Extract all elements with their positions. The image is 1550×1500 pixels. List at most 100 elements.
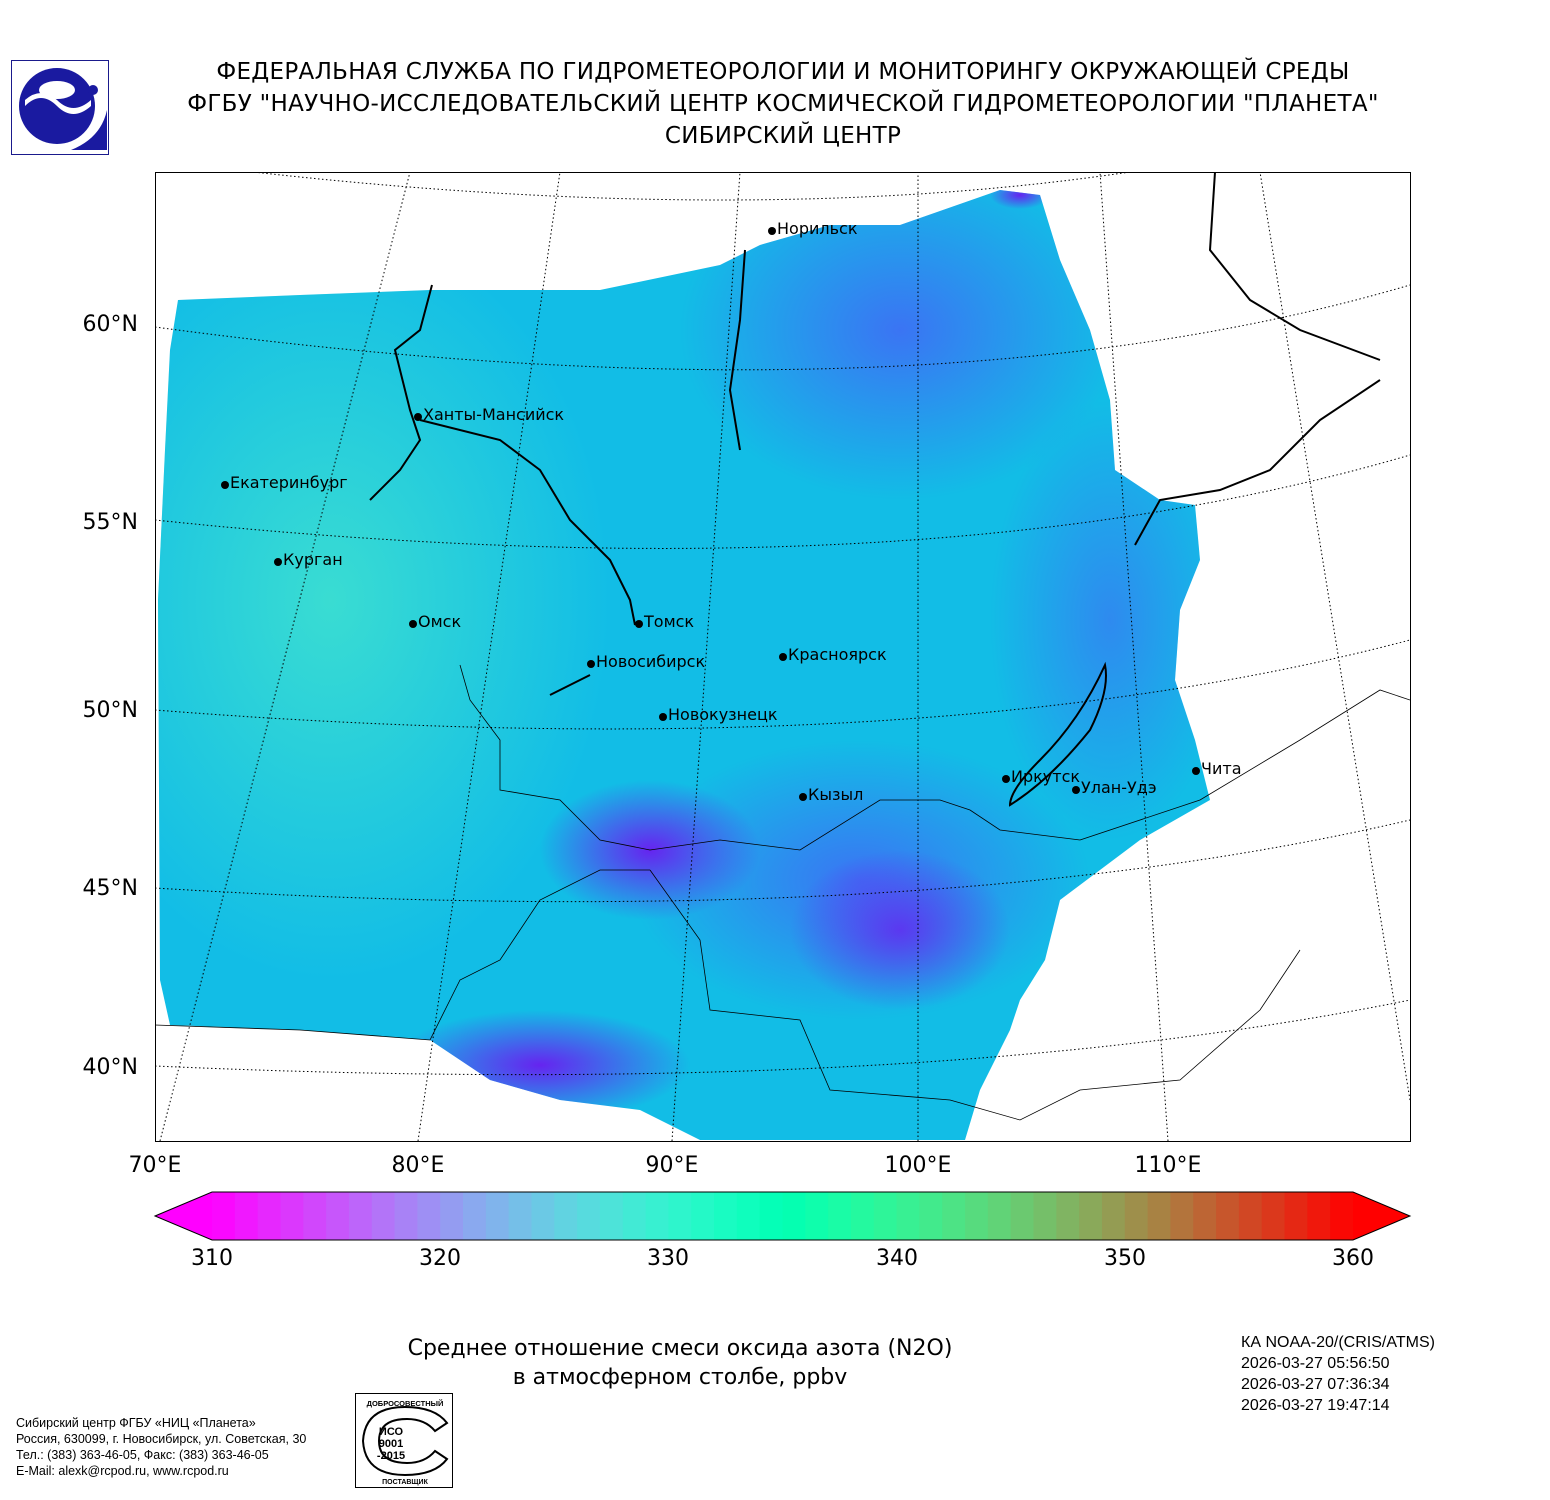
colorbar-segment <box>348 1192 373 1240</box>
colorbar-segment <box>508 1192 533 1240</box>
colorbar-segment <box>965 1192 989 1240</box>
lat-label: 55°N <box>82 510 138 535</box>
city-label: Норильск <box>777 219 858 238</box>
footer-org: Сибирский центр ФГБУ «НИЦ «Планета» <box>16 1416 256 1430</box>
colorbar-segment <box>805 1192 829 1240</box>
svg-text:ИСО: ИСО <box>379 1426 404 1438</box>
city-marker: Иркутск <box>1002 767 1080 786</box>
colorbar-segment <box>1124 1192 1149 1240</box>
city-marker: Кызыл <box>799 785 863 804</box>
colorbar-segment <box>599 1192 624 1240</box>
colorbar-segment <box>1010 1192 1035 1240</box>
colorbar-segment <box>417 1192 441 1240</box>
city-marker: Новокузнецк <box>659 705 778 724</box>
lon-label: 90°E <box>645 1153 699 1178</box>
colorbar-segment <box>1033 1192 1057 1240</box>
colorbar-segment <box>212 1192 236 1240</box>
roshydromet-logo-icon <box>11 60 109 155</box>
city-marker: Ханты-Мансийск <box>414 405 564 424</box>
satellite-name: КА NOAA-20/(CRIS/ATMS) <box>1241 1334 1435 1351</box>
colorbar-segment <box>371 1192 396 1240</box>
city-marker: Томск <box>635 612 694 631</box>
colorbar-segment <box>531 1192 555 1240</box>
colorbar-segment <box>1238 1192 1263 1240</box>
colorbar-segment <box>1079 1192 1103 1240</box>
product-title: Среднее отношение смеси оксида азота (N2… <box>380 1334 980 1392</box>
colorbar-segment <box>463 1192 487 1240</box>
colorbar-segment <box>1147 1192 1172 1240</box>
colorbar-tick: 320 <box>419 1246 461 1271</box>
city-label: Екатеринбург <box>230 473 348 492</box>
colorbar-segment <box>782 1192 806 1240</box>
svg-text:9001: 9001 <box>379 1438 403 1450</box>
city-label: Чита <box>1201 759 1242 778</box>
city-marker: Екатеринбург <box>221 473 348 492</box>
pass-time: 2026-03-27 19:47:14 <box>1241 1397 1390 1414</box>
colorbar-segment <box>440 1192 464 1240</box>
colorbar-segment <box>1170 1192 1194 1240</box>
city-label: Новокузнецк <box>668 705 778 724</box>
product-title-line-1: Среднее отношение смеси оксида азота (N2… <box>407 1336 953 1361</box>
city-marker: Норильск <box>768 219 858 238</box>
colorbar-segment <box>1216 1192 1240 1240</box>
colorbar-segment <box>714 1192 738 1240</box>
city-label: Красноярск <box>788 645 887 664</box>
colorbar-segment <box>1307 1192 1331 1240</box>
city-label: Ханты-Мансийск <box>423 405 565 424</box>
colorbar-tick: 360 <box>1332 1246 1374 1271</box>
city-marker: Курган <box>274 550 343 569</box>
colorbar-segment <box>759 1192 784 1240</box>
footer-phone: Тел.: (383) 363-46-05, Факс: (383) 363-4… <box>16 1448 269 1462</box>
colorbar-segment <box>303 1192 327 1240</box>
colorbar-tick: 350 <box>1104 1246 1146 1271</box>
colorbar-segment <box>850 1192 875 1240</box>
colorbar-segment <box>326 1192 350 1240</box>
pass-time: 2026-03-27 05:56:50 <box>1241 1355 1390 1372</box>
city-marker: Омск <box>409 612 461 631</box>
colorbar-segment <box>1193 1192 1217 1240</box>
map-frame <box>155 172 1411 1142</box>
n2o-data-field <box>158 190 1210 1140</box>
colorbar-extend-max <box>1353 1192 1410 1240</box>
svg-text:ДОБРОСОВЕСТНЫЙ: ДОБРОСОВЕСТНЫЙ <box>367 1399 444 1408</box>
lat-label: 50°N <box>82 698 138 723</box>
colorbar-segment <box>485 1192 510 1240</box>
svg-text:-2015: -2015 <box>377 1450 405 1462</box>
colorbar-segment <box>691 1192 715 1240</box>
pass-time: 2026-03-27 07:36:34 <box>1241 1376 1390 1393</box>
footer-address: Россия, 630099, г. Новосибирск, ул. Сове… <box>16 1432 307 1446</box>
lon-label: 110°E <box>1134 1153 1202 1178</box>
colorbar-tick: 340 <box>876 1246 918 1271</box>
city-label: Томск <box>644 612 695 631</box>
colorbar-outline <box>153 1191 1412 1241</box>
colorbar-segment <box>873 1192 898 1240</box>
city-label: Кызыл <box>808 785 864 804</box>
colorbar-segment <box>896 1192 921 1240</box>
colorbar-segment <box>1261 1192 1286 1240</box>
header-line-1: ФЕДЕРАЛЬНАЯ СЛУЖБА ПО ГИДРОМЕТЕОРОЛОГИИ … <box>216 59 1350 85</box>
colorbar-segment <box>394 1192 418 1240</box>
colorbar-segment <box>736 1192 761 1240</box>
iso-badge-icon: ДОБРОСОВЕСТНЫЙ ИСО 9001 -2015 ПОСТАВЩИК <box>355 1393 453 1488</box>
colorbar-segment <box>280 1192 304 1240</box>
colorbar-segment <box>919 1192 943 1240</box>
colorbar-tick: 330 <box>647 1246 689 1271</box>
header-line-2: ФГБУ "НАУЧНО-ИССЛЕДОВАТЕЛЬСКИЙ ЦЕНТР КОС… <box>187 91 1379 117</box>
colorbar-segment <box>942 1192 966 1240</box>
city-label: Омск <box>418 612 462 631</box>
footer-email: E-Mail: alexk@rcpod.ru, www.rcpod.ru <box>16 1464 229 1478</box>
colorbar-segment <box>554 1192 578 1240</box>
city-marker: Новосибирск <box>587 652 705 671</box>
borders <box>155 664 1410 1121</box>
city-label: Улан-Удэ <box>1081 778 1157 797</box>
colorbar-extend-min <box>155 1192 212 1240</box>
satellite-info: КА NOAA-20/(CRIS/ATMS) 2026-03-27 05:56:… <box>1241 1332 1435 1416</box>
rivers-and-lakes <box>369 172 1381 807</box>
lat-label: 60°N <box>82 312 138 337</box>
city-marker: Красноярск <box>779 645 887 664</box>
header-line-3: СИБИРСКИЙ ЦЕНТР <box>664 123 902 149</box>
colorbar-segment <box>645 1192 669 1240</box>
colorbar-segment <box>828 1192 852 1240</box>
